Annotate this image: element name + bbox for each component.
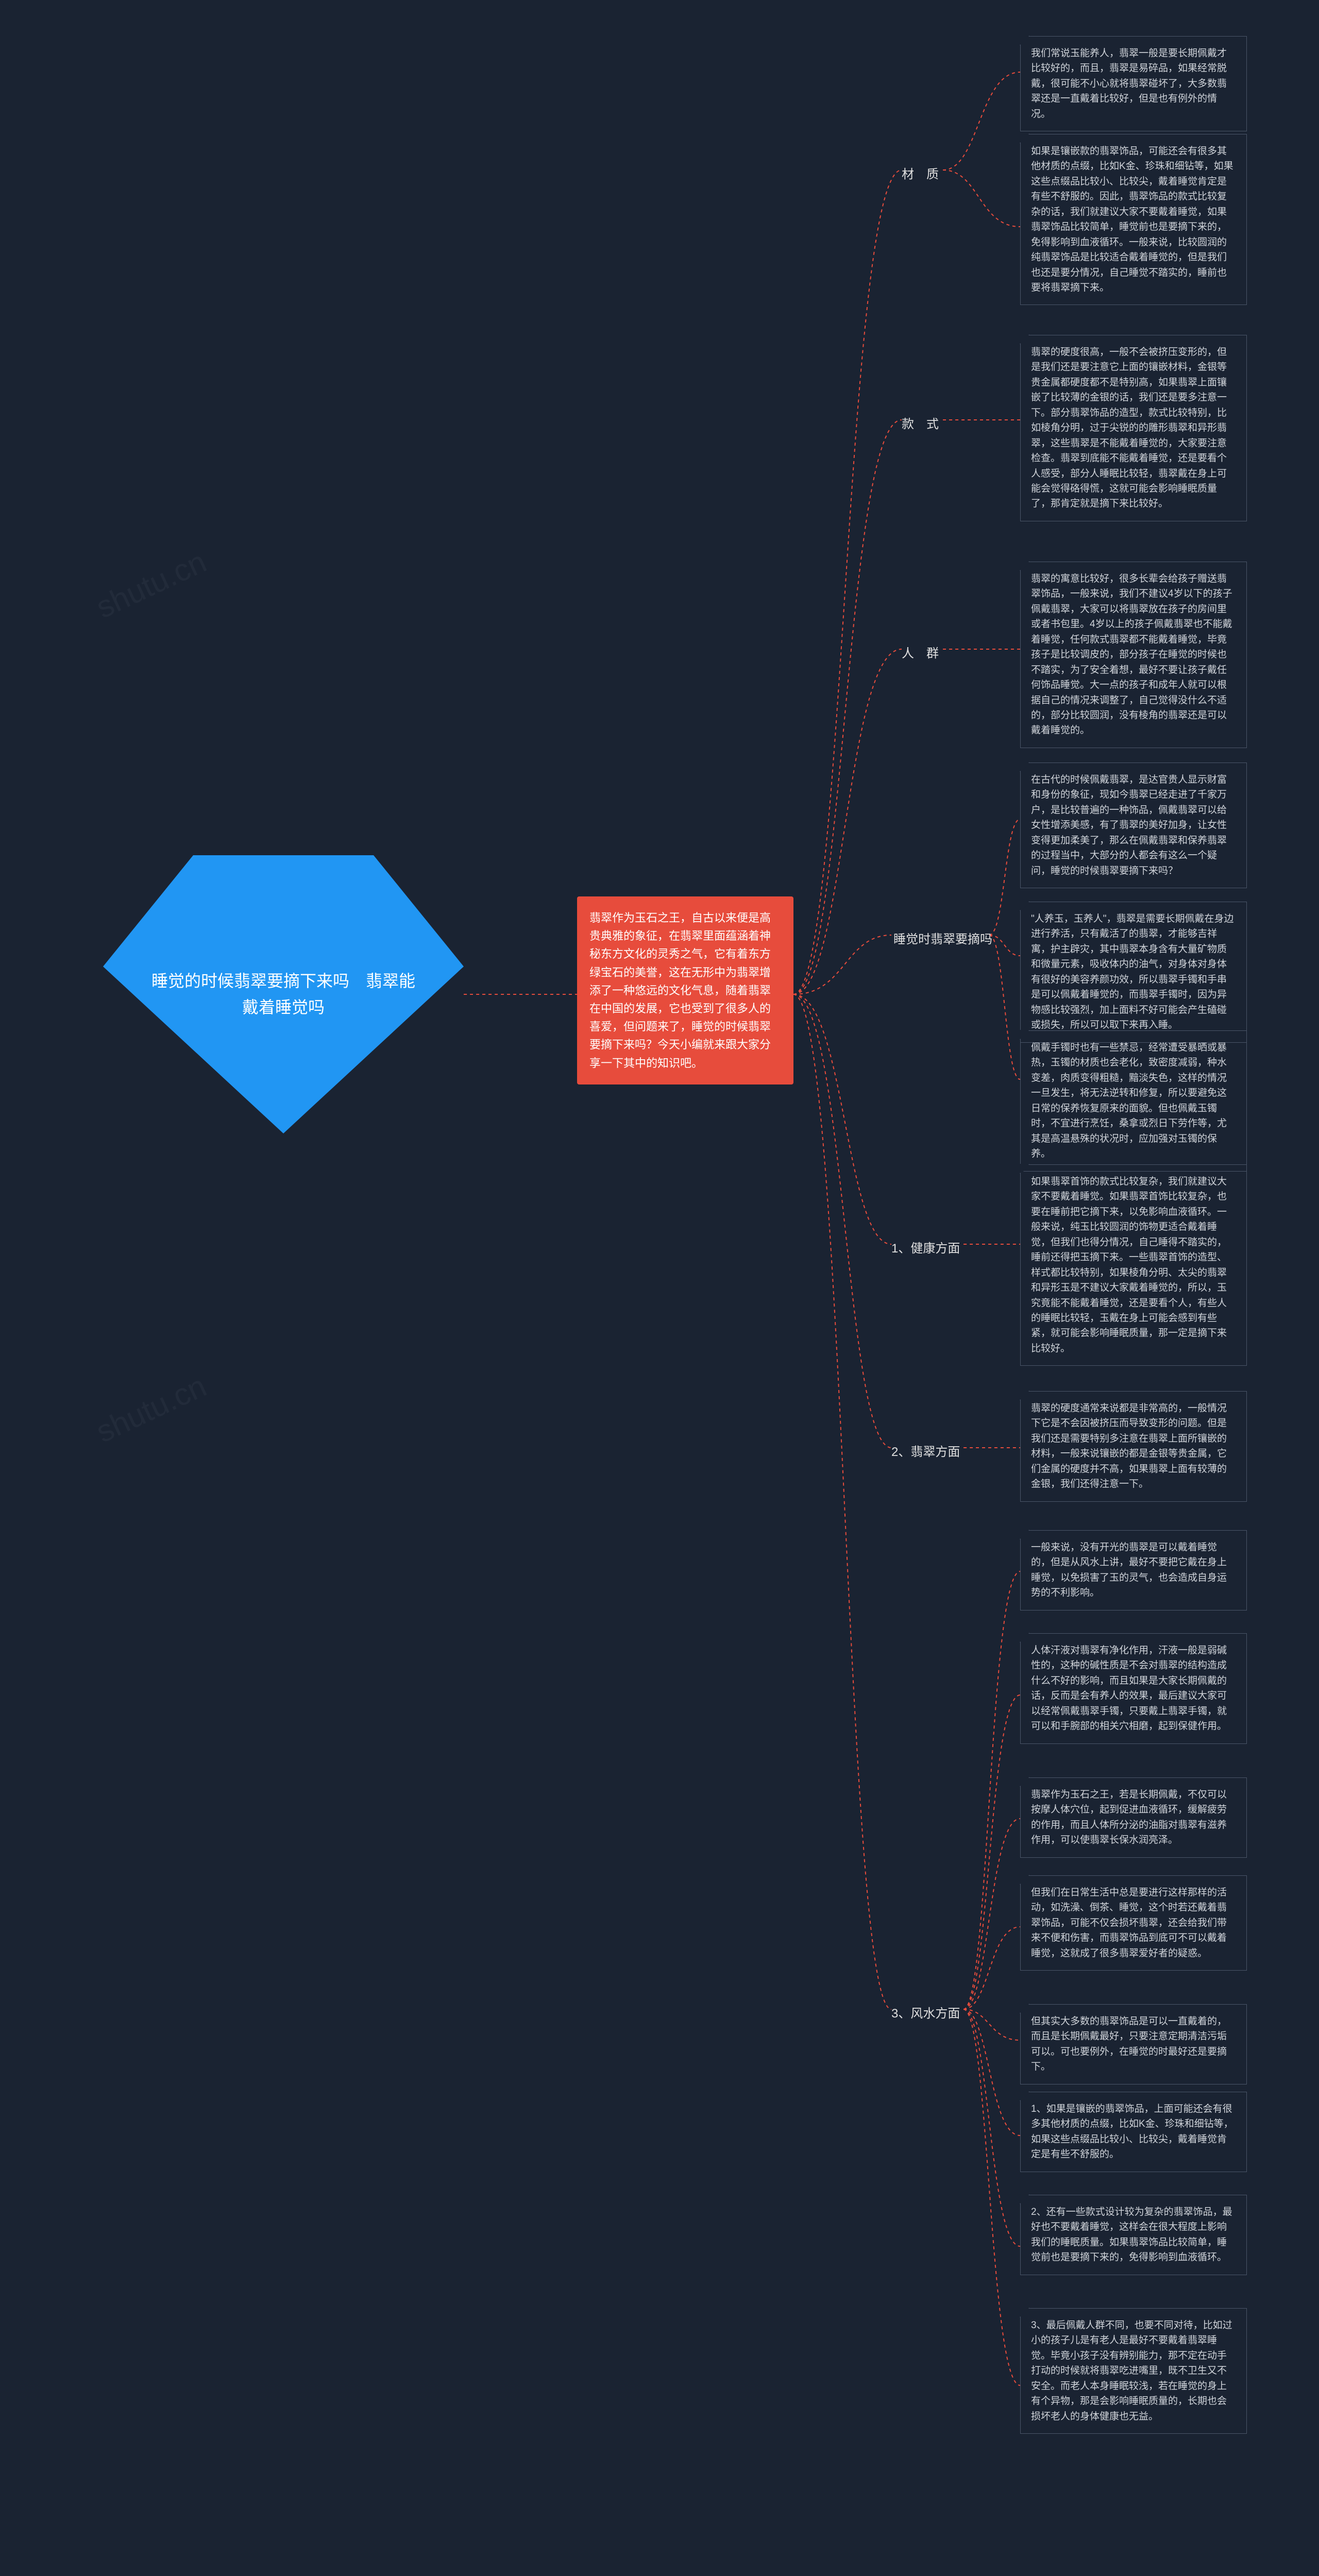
leaf-node: 翡翠的寓意比较好，很多长辈会给孩子赠送翡翠饰品，一般来说，我们不建议4岁以下的孩…: [1020, 562, 1247, 748]
branch-label-fengshui: 3、风水方面: [891, 2003, 960, 2021]
leaf-node: 2、还有一些款式设计较为复杂的翡翠饰品，最好也不要戴着睡觉，这样会在很大程度上影…: [1020, 2195, 1247, 2275]
leaf-node: 但我们在日常生活中总是要进行这样那样的活动，如洗澡、倒茶、睡觉，这个时若还戴着翡…: [1020, 1875, 1247, 1971]
watermark: shutu.cn: [91, 544, 212, 625]
leaf-node: "人养玉，玉养人"，翡翠是需要长期佩戴在身边进行养活，只有戴活了的翡翠，才能够吉…: [1020, 902, 1247, 1043]
leaf-node: 1、如果是镶嵌的翡翠饰品，上面可能还会有很多其他材质的点缀，比如K金、珍珠和细钻…: [1020, 2092, 1247, 2172]
branch-label-material: 材 质: [902, 164, 939, 182]
branch-label-jade: 2、翡翠方面: [891, 1442, 960, 1460]
root-node: 睡觉的时候翡翠要摘下来吗 翡翠能戴着睡觉吗: [103, 855, 464, 1133]
leaf-node: 如果翡翠首饰的款式比较复杂，我们就建议大家不要戴着睡觉。如果翡翠首饰比较复杂，也…: [1020, 1164, 1247, 1366]
leaf-node: 如果是镶嵌款的翡翠饰品，可能还会有很多其他材质的点缀，比如K金、珍珠和细钻等，如…: [1020, 134, 1247, 305]
intro-node: 翡翠作为玉石之王，自古以来便是高贵典雅的象征，在翡翠里面蕴涵着神秘东方文化的灵秀…: [577, 896, 793, 1084]
branch-label-style: 款 式: [902, 414, 939, 432]
leaf-node: 我们常说玉能养人，翡翠一般是要长期佩戴才比较好的，而且，翡翠是易碎品，如果经常脱…: [1020, 36, 1247, 131]
intro-text: 翡翠作为玉石之王，自古以来便是高贵典雅的象征，在翡翠里面蕴涵着神秘东方文化的灵秀…: [589, 911, 771, 1070]
leaf-node: 人体汗液对翡翠有净化作用，汗液一般是弱碱性的，这种的碱性质是不会对翡翠的结构造成…: [1020, 1633, 1247, 1744]
leaf-node: 翡翠作为玉石之王，若是长期佩戴，不仅可以按摩人体穴位，起到促进血液循环，缓解疲劳…: [1020, 1777, 1247, 1858]
leaf-node: 翡翠的硬度很高，一般不会被挤压变形的，但是我们还是要注意它上面的镶嵌材料，金银等…: [1020, 335, 1247, 521]
watermark: shutu.cn: [91, 1368, 212, 1449]
leaf-node: 一般来说，没有开光的翡翠是可以戴着睡觉的，但是从风水上讲，最好不要把它戴在身上睡…: [1020, 1530, 1247, 1611]
branch-label-health: 1、健康方面: [891, 1238, 960, 1256]
leaf-node: 佩戴手镯时也有一些禁忌，经常遭受暴晒或暴热，玉镯的材质也会老化，致密度减弱，种水…: [1020, 1030, 1247, 1172]
leaf-node: 3、最后佩戴人群不同，也要不同对待，比如过小的孩子儿是有老人是最好不要戴着翡翠睡…: [1020, 2308, 1247, 2434]
root-text: 睡觉的时候翡翠要摘下来吗 翡翠能戴着睡觉吗: [144, 968, 422, 1021]
branch-label-people: 人 群: [902, 643, 939, 661]
leaf-node: 翡翠的硬度通常来说都是非常高的，一般情况下它是不会因被挤压而导致变形的问题。但是…: [1020, 1391, 1247, 1502]
leaf-node: 但其实大多数的翡翠饰品是可以一直戴着的，而且是长期佩戴最好，只要注意定期清洁污垢…: [1020, 2004, 1247, 2084]
leaf-node: 在古代的时候佩戴翡翠，是达官贵人显示财富和身份的象征，现如今翡翠已经走进了千家万…: [1020, 762, 1247, 888]
branch-label-sleep: 睡觉时翡翠要摘吗: [891, 929, 994, 947]
